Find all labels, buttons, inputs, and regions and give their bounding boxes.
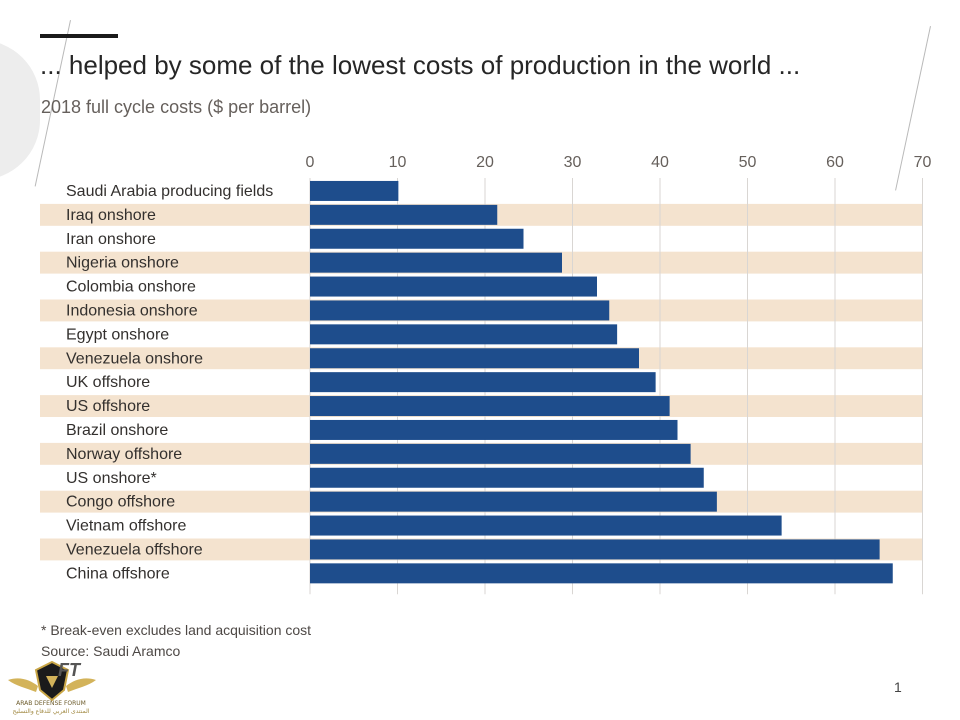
bar	[310, 324, 618, 345]
bar	[310, 204, 498, 225]
x-tick-label: 40	[651, 154, 669, 171]
bar	[310, 515, 782, 536]
x-tick-label: 0	[306, 154, 315, 171]
category-label: US offshore	[66, 398, 150, 415]
category-label: US onshore*	[66, 470, 157, 487]
x-tick-labels: 0 10 20 30 40 50 60 70	[306, 154, 932, 171]
logo-caption: ARAB DEFENSE FORUM	[16, 700, 86, 707]
category-label: Congo offshore	[66, 494, 175, 511]
category-label: Iraq onshore	[66, 207, 156, 224]
logo-ft-text: FT	[58, 660, 80, 680]
chart-title: ... helped by some of the lowest costs o…	[40, 50, 801, 80]
category-label: Iran onshore	[66, 231, 156, 248]
x-tick-label: 60	[826, 154, 844, 171]
category-label: Vietnam offshore	[66, 518, 186, 535]
bar	[310, 443, 691, 464]
category-label: Venezuela onshore	[66, 350, 203, 367]
bar	[310, 491, 717, 512]
bar	[310, 252, 562, 273]
bar	[310, 180, 399, 201]
bars	[310, 180, 893, 584]
category-label: Saudi Arabia producing fields	[66, 183, 273, 200]
bar	[310, 563, 893, 584]
bar	[310, 372, 656, 393]
category-label: Norway offshore	[66, 446, 182, 463]
bar	[310, 539, 880, 560]
bar	[310, 276, 597, 297]
x-tick-label: 30	[564, 154, 582, 171]
bar	[310, 467, 704, 488]
page-number: 1	[894, 679, 902, 695]
x-tick-label: 50	[739, 154, 757, 171]
bar	[310, 300, 610, 321]
category-labels: Saudi Arabia producing fields Iraq onshor…	[66, 183, 273, 582]
bar	[310, 228, 524, 249]
category-label: Indonesia onshore	[66, 303, 198, 320]
footnote: * Break-even excludes land acquisition c…	[41, 622, 312, 638]
bar	[310, 419, 678, 440]
title-accent-rule	[40, 34, 118, 38]
bar	[310, 396, 670, 417]
bar	[310, 348, 639, 369]
x-tick-label: 20	[476, 154, 494, 171]
chart-subtitle: 2018 full cycle costs ($ per barrel)	[41, 97, 312, 117]
forum-logo-emblem	[8, 660, 96, 702]
category-label: Nigeria onshore	[66, 255, 179, 272]
source-note: Source: Saudi Aramco	[41, 643, 181, 659]
category-label: Colombia onshore	[66, 279, 196, 296]
category-label: Egypt onshore	[66, 326, 169, 343]
x-tick-label: 70	[914, 154, 932, 171]
logo-caption-arabic: المنتدى العربي للدفاع والتسليح	[12, 708, 90, 715]
category-label: Brazil onshore	[66, 422, 168, 439]
category-label: Venezuela offshore	[66, 542, 203, 559]
category-label: China offshore	[66, 565, 170, 582]
category-label: UK offshore	[66, 374, 150, 391]
x-tick-label: 10	[389, 154, 407, 171]
bar-chart: 0 10 20 30 40 50 60 70 Saudi Arabia producing f…	[40, 154, 932, 595]
